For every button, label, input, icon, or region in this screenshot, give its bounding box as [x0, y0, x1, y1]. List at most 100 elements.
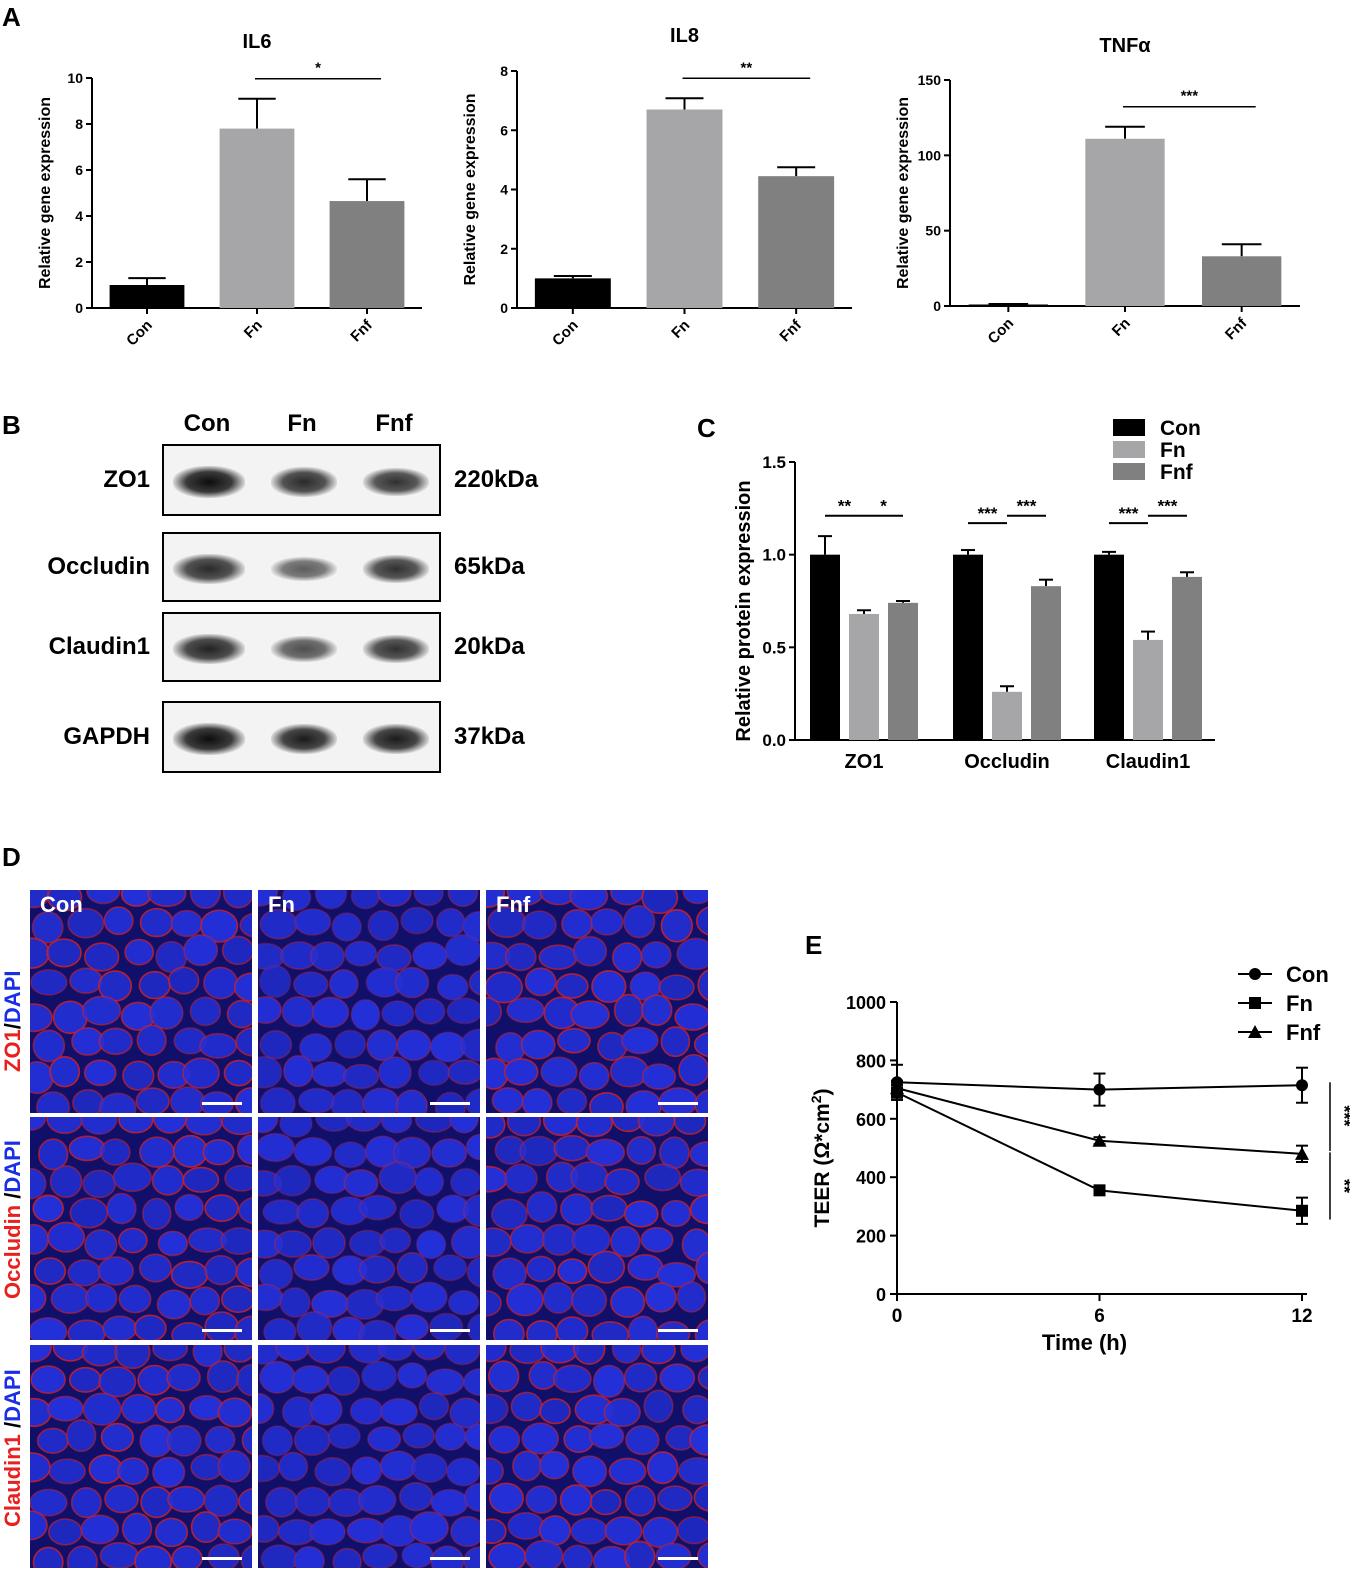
- cell: [82, 1392, 122, 1426]
- cell: [570, 1000, 610, 1030]
- cell: [98, 1366, 137, 1398]
- cell: [611, 1345, 642, 1364]
- cell: [362, 1087, 400, 1113]
- cell: [281, 890, 312, 912]
- cell: [589, 1091, 624, 1113]
- blot-protein-label: Occludin: [47, 553, 150, 580]
- cell: [154, 1517, 189, 1548]
- cell: [30, 1365, 66, 1394]
- cell: [624, 1540, 656, 1568]
- cell: [464, 1087, 480, 1113]
- cell: [450, 1515, 480, 1548]
- cell: [100, 1422, 134, 1453]
- cell: [402, 1422, 436, 1449]
- cell: [259, 1360, 296, 1394]
- cell: [33, 1257, 67, 1285]
- cell: [97, 1256, 135, 1286]
- cell: [99, 1541, 139, 1568]
- cell: [491, 1087, 524, 1113]
- y-axis-label: Relative gene expression: [37, 97, 54, 289]
- cell: [379, 1227, 412, 1254]
- cell: [449, 1167, 480, 1197]
- cell: [541, 1223, 578, 1256]
- cell: [555, 1316, 589, 1340]
- cell: [66, 1545, 98, 1568]
- cell: [447, 890, 479, 908]
- micrograph-occludin-con: [30, 1117, 252, 1340]
- cell: [30, 1488, 68, 1517]
- cell: [379, 1450, 417, 1482]
- cell: [694, 1319, 708, 1340]
- cell: [376, 944, 412, 972]
- scale-bar: [202, 1557, 242, 1560]
- cell: [506, 1283, 544, 1317]
- bar-occludin-fn: [992, 691, 1022, 740]
- cell: [265, 1486, 299, 1518]
- y-tick-label: 8: [500, 63, 508, 79]
- cell: [155, 1396, 185, 1424]
- cell: [309, 941, 346, 972]
- cell: [30, 1003, 53, 1033]
- cell: [138, 970, 171, 1000]
- cell: [311, 1226, 346, 1259]
- cell: [117, 1457, 149, 1486]
- cell: [342, 1063, 380, 1090]
- cell: [358, 1194, 397, 1221]
- cell-texture: [258, 1345, 480, 1568]
- y-tick-label: 150: [918, 72, 942, 88]
- cell: [80, 1514, 120, 1545]
- cell: [37, 1138, 69, 1171]
- cell: [65, 1418, 97, 1453]
- cell: [81, 1345, 119, 1367]
- blot-size-label: 20kDa: [454, 633, 525, 660]
- cell: [221, 1117, 252, 1136]
- cell: [590, 908, 624, 936]
- significance-label: *: [880, 497, 887, 516]
- cell: [327, 1423, 361, 1450]
- cell: [169, 1086, 206, 1113]
- cell: [118, 1284, 152, 1314]
- cell: [170, 909, 203, 938]
- significance-label: ***: [1017, 497, 1037, 516]
- cell: [334, 1029, 367, 1059]
- cell: [98, 1027, 133, 1056]
- cell: [239, 912, 252, 938]
- cell: [223, 1059, 252, 1087]
- cell: [174, 1193, 205, 1222]
- x-tick-label: 6: [1094, 1306, 1105, 1327]
- cell: [486, 1290, 502, 1317]
- cell: [80, 1117, 118, 1135]
- cell: [328, 968, 359, 1000]
- cell: [137, 1364, 172, 1396]
- cell: [689, 1423, 708, 1456]
- cell: [204, 1425, 236, 1454]
- legend-marker-con: [1249, 968, 1261, 980]
- stain-separator: /: [0, 1192, 25, 1205]
- cell: [557, 1258, 588, 1285]
- cell: [147, 890, 187, 908]
- blot-protein-label: GAPDH: [63, 723, 150, 750]
- cell: [104, 1484, 139, 1514]
- bar-claudin1-fn: [1133, 639, 1163, 740]
- cell: [152, 1345, 189, 1362]
- cell: [506, 997, 545, 1024]
- cell: [68, 1135, 106, 1162]
- cell: [450, 1225, 480, 1259]
- cell: [587, 1250, 626, 1284]
- cell: [462, 1368, 480, 1397]
- cell: [258, 964, 292, 999]
- cell: [361, 1543, 398, 1568]
- cell: [112, 1162, 153, 1193]
- cell: [32, 1029, 66, 1063]
- cell: [139, 1136, 175, 1169]
- x-tick-label: Con: [123, 317, 156, 350]
- cell: [682, 890, 708, 905]
- cell: [396, 1029, 432, 1062]
- blot-band: [173, 466, 245, 498]
- cell: [311, 1061, 348, 1088]
- cell: [294, 1486, 331, 1517]
- y-axis-label: Relative protein expression: [733, 480, 755, 741]
- legend-swatch-fn: [1113, 441, 1145, 458]
- cell: [526, 1191, 558, 1223]
- blot-strip-occludin: [162, 532, 441, 602]
